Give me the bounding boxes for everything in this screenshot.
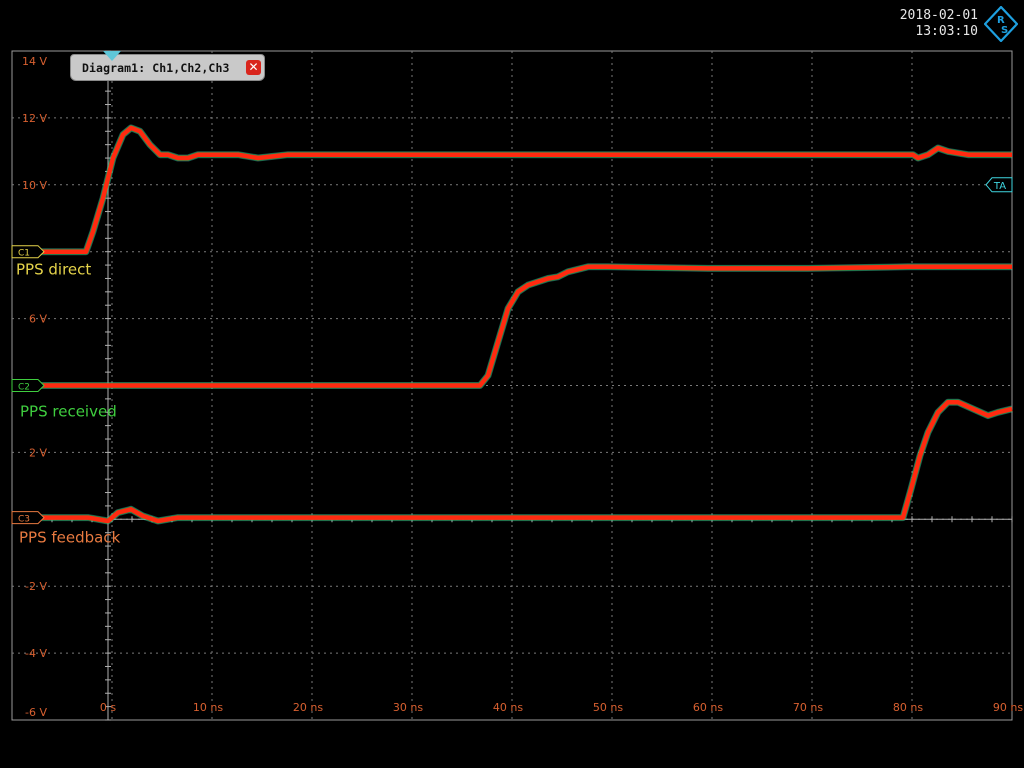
x-tick-label: 50 ns xyxy=(593,701,623,714)
y-tick-label: -6 V xyxy=(25,706,47,719)
diagram-tab[interactable]: Diagram1: Ch1,Ch2,Ch3 ✕ xyxy=(70,54,265,81)
trace-pps-feedback xyxy=(12,399,1013,524)
ch1-marker[interactable]: C1 xyxy=(11,245,45,259)
annotation-pps-direct: PPS direct xyxy=(16,261,91,279)
trace-pps-direct xyxy=(12,125,1012,254)
ch3-marker[interactable]: C3 xyxy=(11,511,45,525)
channel-markers: C1 C2 C3 TA xyxy=(11,177,1013,525)
diagram-tab-label: Diagram1: Ch1,Ch2,Ch3 xyxy=(82,61,230,75)
annotation-pps-feedback: PPS feedback xyxy=(19,529,121,547)
y-tick-label: -2 V xyxy=(25,580,47,593)
trace-pps-feedback-halo xyxy=(12,399,1013,524)
rs-logo-icon: R S xyxy=(984,6,1018,42)
x-tick-label: 70 ns xyxy=(793,701,823,714)
y-tick-label: -4 V xyxy=(25,647,47,660)
svg-text:R: R xyxy=(997,15,1005,26)
x-tick-label: 0 s xyxy=(100,701,116,714)
x-tick-label: 30 ns xyxy=(393,701,423,714)
ch1-marker-label: C1 xyxy=(18,249,30,259)
ch2-marker[interactable]: C2 xyxy=(11,379,45,393)
time-label: 13:03:10 xyxy=(915,24,978,39)
channel-annotations: PPS direct PPS received PPS feedback xyxy=(16,261,121,547)
trace-pps-received-glow xyxy=(12,263,1012,389)
y-tick-label: 10 V xyxy=(22,179,47,192)
annotation-pps-received: PPS received xyxy=(20,403,117,421)
x-tick-label: 80 ns xyxy=(893,701,923,714)
x-tick-label: 10 ns xyxy=(193,701,223,714)
tab-pointer-icon xyxy=(103,51,121,61)
y-tick-label: 14 V xyxy=(22,55,47,68)
ch2-marker-label: C2 xyxy=(18,383,30,393)
trace-pps-received xyxy=(12,264,1012,388)
datetime-display: 2018-02-01 13:03:10 xyxy=(900,8,978,40)
trace-pps-feedback-glow xyxy=(12,398,1013,525)
ch3-marker-label: C3 xyxy=(18,515,30,525)
x-tick-label: 20 ns xyxy=(293,701,323,714)
x-tick-label: 40 ns xyxy=(493,701,523,714)
close-icon[interactable]: ✕ xyxy=(246,60,261,75)
trigger-marker[interactable]: TA xyxy=(985,177,1013,193)
traces xyxy=(12,124,1013,525)
y-tick-label: 12 V xyxy=(22,112,47,125)
trigger-marker-label: TA xyxy=(993,181,1006,192)
tick-labels: 0 s 10 ns 20 ns 30 ns 40 ns 50 ns 60 ns 70 ns 80… xyxy=(22,55,1023,719)
trace-pps-received-halo xyxy=(12,263,1012,389)
x-tick-label: 90 ns xyxy=(993,701,1023,714)
svg-text:S: S xyxy=(1001,25,1008,36)
date-label: 2018-02-01 xyxy=(899,8,978,23)
y-tick-label: 2 V xyxy=(29,446,47,459)
y-tick-label: 6 V xyxy=(29,313,47,326)
x-tick-label: 60 ns xyxy=(693,701,723,714)
